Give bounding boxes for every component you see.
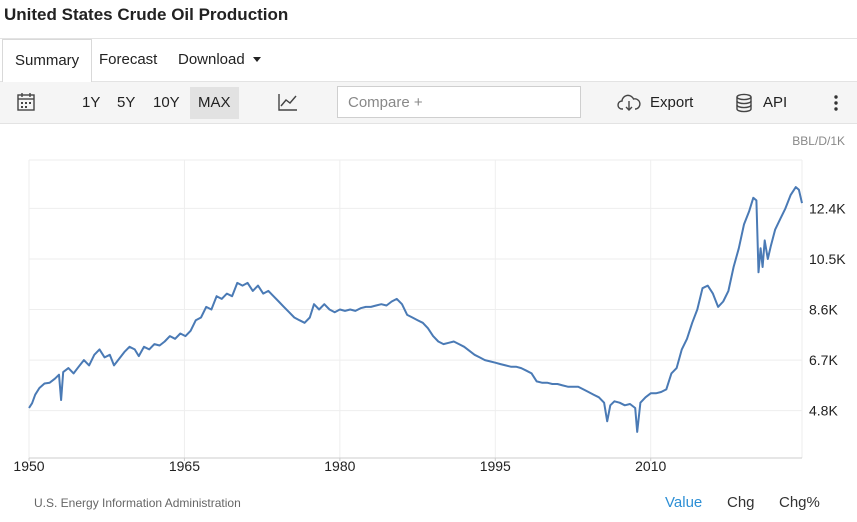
cloud-download-icon [617, 93, 641, 113]
tab-forecast[interactable]: Forecast [99, 51, 158, 68]
chart-toolbar: 1Y 5Y 10Y MAX Export API [0, 82, 857, 124]
export-label: Export [650, 94, 694, 111]
database-icon [735, 93, 753, 113]
tab-download[interactable]: Download [178, 39, 261, 82]
caret-down-icon [252, 56, 261, 62]
y-tick-label: 12.4K [809, 200, 846, 216]
chg-button[interactable]: Chg [727, 494, 755, 511]
y-tick-label: 4.8K [809, 403, 838, 419]
calendar-icon[interactable] [17, 92, 35, 116]
y-tick-label: 6.7K [809, 352, 838, 368]
api-button[interactable]: API [735, 91, 787, 115]
y-tick-label: 10.5K [809, 251, 846, 267]
tab-bar: Summary Forecast Download [0, 38, 857, 83]
y-tick-label: 8.6K [809, 302, 838, 318]
x-tick-label: 1995 [480, 458, 511, 474]
api-label: API [763, 94, 788, 111]
tab-summary[interactable]: Summary [2, 39, 93, 83]
range-10y[interactable]: 10Y [153, 94, 180, 111]
line-chart-icon[interactable] [278, 93, 298, 117]
chart-area: 1950 1965 1980 1995 2010 4.8K 6.7K 8.6K 10.5K 12.… [13, 134, 846, 474]
export-button[interactable]: Export [617, 91, 693, 115]
source-label: U.S. Energy Information Administration [34, 496, 241, 510]
range-1y[interactable]: 1Y [82, 94, 101, 111]
chg-percent-button[interactable]: Chg% [779, 494, 820, 511]
tab-download-label: Download [178, 51, 245, 68]
unit-label: BBL/D/1K [792, 134, 845, 148]
page-title: United States Crude Oil Production [4, 5, 289, 24]
value-button[interactable]: Value [665, 494, 703, 511]
more-vertical-icon[interactable] [834, 95, 838, 119]
compare-input[interactable] [337, 86, 581, 118]
series-line [28, 186, 803, 433]
range-max[interactable]: MAX [190, 87, 239, 119]
x-tick-label: 1980 [324, 458, 355, 474]
x-tick-label: 2010 [635, 458, 666, 474]
x-tick-label: 1950 [13, 458, 44, 474]
range-5y[interactable]: 5Y [117, 94, 136, 111]
x-tick-label: 1965 [169, 458, 200, 474]
